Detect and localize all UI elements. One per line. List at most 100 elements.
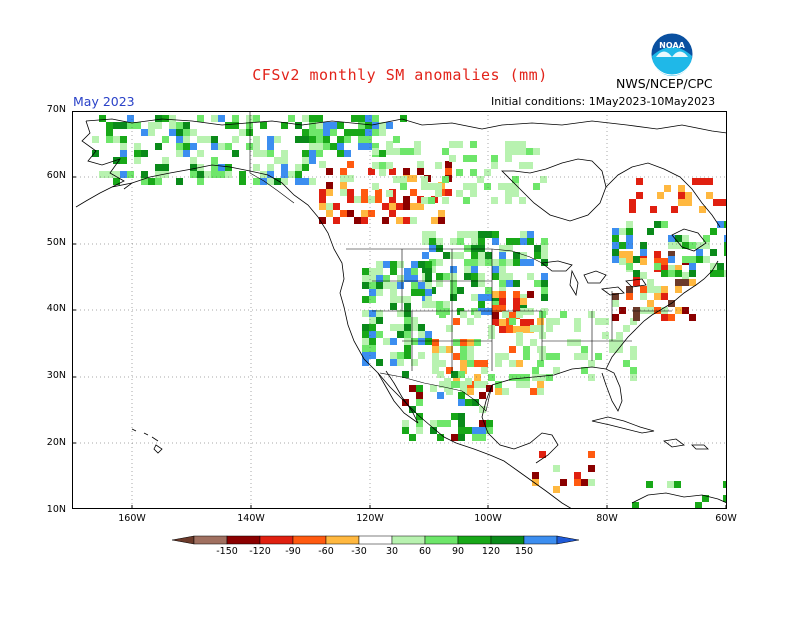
anomaly-cell — [499, 326, 506, 333]
anomaly-cell — [267, 178, 274, 185]
anomaly-cell — [492, 266, 499, 273]
anomaly-cell — [465, 427, 472, 434]
anomaly-cell — [456, 190, 463, 197]
anomaly-cell — [553, 465, 560, 472]
anomaly-cell — [710, 263, 717, 270]
anomaly-cell — [499, 291, 506, 298]
anomaly-cell — [541, 287, 548, 294]
anomaly-cell — [330, 143, 337, 150]
anomaly-cell — [486, 385, 493, 392]
anomaly-cell — [431, 217, 438, 224]
anomaly-cell — [647, 307, 654, 314]
anomaly-cell — [527, 319, 534, 326]
anomaly-cell — [633, 256, 640, 263]
anomaly-cell — [724, 270, 727, 277]
anomaly-cell — [162, 115, 169, 122]
anomaly-cell — [553, 318, 560, 325]
anomaly-cell — [411, 324, 418, 331]
anomaly-cell — [376, 268, 383, 275]
anomaly-cell — [626, 221, 633, 228]
anomaly-cell — [288, 171, 295, 178]
anomaly-cell — [699, 206, 706, 213]
anomaly-cell — [354, 196, 361, 203]
anomaly-cell — [492, 259, 499, 266]
anomaly-cell — [430, 420, 437, 427]
anomaly-cell — [717, 263, 724, 270]
anomaly-cell — [281, 150, 288, 157]
anomaly-cell — [491, 162, 498, 169]
anomaly-cell — [225, 164, 232, 171]
anomaly-cell — [513, 298, 520, 305]
anomaly-cell — [429, 231, 436, 238]
anomaly-cell — [696, 256, 703, 263]
anomaly-cell — [682, 272, 689, 279]
anomaly-cell — [474, 360, 481, 367]
anomaly-cell — [260, 150, 267, 157]
anomaly-cell — [418, 261, 425, 268]
anomaly-cell — [477, 176, 484, 183]
anomaly-cell — [470, 155, 477, 162]
anomaly-cell — [326, 182, 333, 189]
anomaly-cell — [246, 122, 253, 129]
anomaly-cell — [155, 143, 162, 150]
anomaly-cell — [375, 196, 382, 203]
anomaly-cell — [337, 122, 344, 129]
anomaly-cell — [417, 203, 424, 210]
anomaly-cell — [309, 178, 316, 185]
anomaly-cell — [481, 360, 488, 367]
anomaly-cell — [668, 265, 675, 272]
anomaly-cell — [661, 221, 668, 228]
anomaly-cell — [505, 155, 512, 162]
anomaly-cell — [316, 136, 323, 143]
anomaly-cell — [428, 183, 435, 190]
anomaly-cell — [267, 171, 274, 178]
anomaly-cell — [344, 136, 351, 143]
anomaly-cell — [492, 305, 499, 312]
anomaly-cell — [588, 479, 595, 486]
anomaly-cell — [365, 136, 372, 143]
anomaly-cell — [485, 287, 492, 294]
anomaly-cell — [232, 122, 239, 129]
anomaly-cell — [295, 136, 302, 143]
anomaly-cell — [295, 164, 302, 171]
anomaly-cell — [467, 339, 474, 346]
anomaly-cell — [113, 171, 120, 178]
anomaly-cell — [326, 168, 333, 175]
lat-label-30n: 30N — [46, 370, 66, 381]
anomaly-cell — [633, 314, 640, 321]
anomaly-cell — [134, 150, 141, 157]
anomaly-cell — [369, 324, 376, 331]
anomaly-cell — [309, 157, 316, 164]
anomaly-cell — [520, 294, 527, 301]
anomaly-cell — [134, 122, 141, 129]
chart-title: CFSv2 monthly SM anomalies (mm) — [252, 66, 548, 84]
anomaly-cell — [506, 280, 513, 287]
anomaly-cell — [344, 150, 351, 157]
anomaly-cell — [527, 308, 534, 315]
anomaly-cell — [232, 136, 239, 143]
anomaly-cell — [471, 231, 478, 238]
anomaly-cell — [379, 129, 386, 136]
anomaly-cell — [396, 217, 403, 224]
anomaly-cell — [309, 122, 316, 129]
anomaly-cell — [397, 296, 404, 303]
anomaly-cell — [400, 176, 407, 183]
anomaly-cell — [369, 275, 376, 282]
anomaly-cell — [519, 162, 526, 169]
anomaly-cell — [365, 143, 372, 150]
anomaly-cell — [397, 282, 404, 289]
anomaly-cell — [414, 148, 421, 155]
anomaly-cell — [588, 465, 595, 472]
lat-label-50n: 50N — [46, 237, 66, 248]
anomaly-cell — [260, 122, 267, 129]
anomaly-cell — [541, 245, 548, 252]
anomaly-cell — [723, 481, 727, 488]
anomaly-cell — [612, 242, 619, 249]
anomaly-cell — [485, 294, 492, 301]
anomaly-cell — [316, 129, 323, 136]
anomaly-cell — [281, 122, 288, 129]
anomaly-cell — [630, 367, 637, 374]
anomaly-cell — [190, 164, 197, 171]
anomaly-cell — [409, 434, 416, 441]
anomaly-cell — [467, 360, 474, 367]
